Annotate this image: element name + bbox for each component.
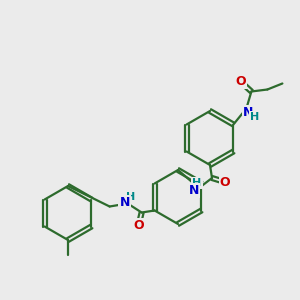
Text: N: N bbox=[189, 184, 199, 196]
Text: H: H bbox=[192, 178, 202, 188]
Text: N: N bbox=[119, 196, 130, 209]
Text: H: H bbox=[250, 112, 259, 122]
Text: H: H bbox=[126, 191, 135, 202]
Text: O: O bbox=[235, 75, 246, 88]
Text: N: N bbox=[243, 106, 254, 119]
Text: O: O bbox=[220, 176, 230, 188]
Text: O: O bbox=[133, 219, 144, 232]
